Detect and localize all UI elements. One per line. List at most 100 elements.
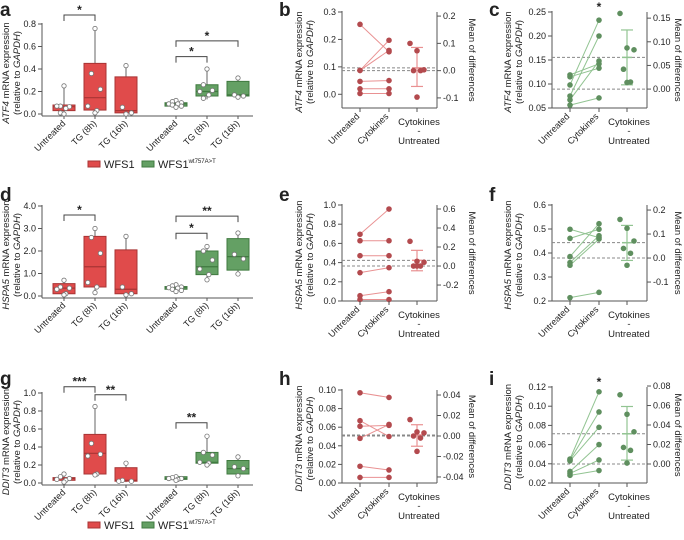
difference-point bbox=[407, 40, 413, 47]
data-point bbox=[235, 271, 241, 277]
difference-point bbox=[421, 430, 427, 436]
y-tick-label: 0.15 bbox=[528, 55, 546, 65]
cytokines-point bbox=[596, 17, 602, 23]
y-tick-label: 0.02 bbox=[528, 478, 546, 488]
y-tick-label: 0.0 bbox=[23, 109, 36, 119]
untreated-point bbox=[567, 93, 573, 99]
x-tick-label: TG (16h) bbox=[97, 487, 130, 520]
data-point bbox=[61, 479, 67, 485]
cytokines-point bbox=[596, 95, 602, 101]
y-tick-label: 0.6 bbox=[23, 424, 36, 434]
x-tick-label: Cytokines bbox=[608, 117, 650, 128]
reference-gene: GAPDH bbox=[305, 400, 316, 434]
x-tick-label: Cytokines bbox=[355, 111, 390, 146]
gene-name: DDIT3 bbox=[294, 463, 305, 491]
x-tick-label: TG (8h) bbox=[181, 487, 210, 516]
right-axis-label: Mean of differences bbox=[672, 18, 683, 102]
difference-point bbox=[417, 67, 424, 74]
y-tick-label: 2.0 bbox=[23, 246, 36, 256]
untreated-point bbox=[567, 82, 573, 88]
significance-bracket bbox=[175, 215, 239, 223]
untreated-point bbox=[567, 253, 573, 260]
y-tick-label: 4.0 bbox=[23, 201, 36, 211]
data-point bbox=[123, 460, 129, 466]
significance-stars: * bbox=[77, 203, 82, 217]
legend-text: WFS1 bbox=[158, 159, 189, 171]
x-tick-label: - bbox=[417, 126, 420, 137]
data-point bbox=[169, 286, 175, 292]
difference-point bbox=[414, 429, 420, 435]
panel-letter: c bbox=[489, 0, 500, 21]
paired-line bbox=[569, 459, 600, 474]
right-y-tick-label: 0.00 bbox=[653, 459, 671, 469]
cytokines-point bbox=[386, 467, 392, 473]
data-point bbox=[173, 288, 179, 295]
y-tick-label: 0.4 bbox=[23, 64, 36, 74]
reference-gene: GAPDH bbox=[305, 23, 316, 57]
right-y-tick-label: -0.2 bbox=[443, 280, 459, 290]
cytokines-point bbox=[386, 252, 392, 259]
label-text: (relative to bbox=[514, 432, 525, 479]
box bbox=[114, 467, 138, 482]
data-point bbox=[204, 277, 210, 283]
right-y-tick-label: 0.02 bbox=[443, 411, 461, 421]
y-tick-label: 1.0 bbox=[323, 200, 336, 210]
right-y-tick-label: 0.02 bbox=[653, 440, 671, 450]
data-point bbox=[240, 93, 246, 99]
data-point bbox=[54, 286, 60, 292]
significance-bracket bbox=[175, 422, 208, 429]
difference-point bbox=[631, 238, 637, 244]
data-point bbox=[85, 453, 91, 459]
data-point bbox=[54, 103, 60, 109]
y-tick-label: 0.6 bbox=[323, 238, 336, 248]
untreated-point bbox=[357, 237, 363, 244]
untreated-point bbox=[357, 21, 363, 28]
significance-stars: * bbox=[205, 29, 210, 43]
y-axis-label-line2: (relative to GAPDH) bbox=[514, 213, 525, 297]
x-tick-label: Untreated bbox=[398, 511, 440, 522]
y-tick-label: 0.08 bbox=[318, 404, 336, 414]
y-axis-label-line1: ATF4 mRNA expression bbox=[503, 11, 514, 113]
data-point bbox=[92, 225, 98, 232]
cytokines-point bbox=[596, 65, 602, 71]
y-tick-label: 0.10 bbox=[528, 401, 546, 411]
box bbox=[114, 249, 138, 295]
paired-line bbox=[359, 392, 390, 398]
cytokines-point bbox=[596, 226, 602, 233]
y-tick-label: 3.0 bbox=[23, 224, 36, 234]
paired-line bbox=[569, 444, 600, 472]
data-point bbox=[200, 248, 206, 254]
untreated-point bbox=[357, 417, 363, 424]
right-y-tick-label: 0.1 bbox=[443, 38, 456, 48]
y-tick-label: 0.2 bbox=[23, 460, 36, 470]
difference-point bbox=[631, 47, 637, 53]
paired-line bbox=[569, 411, 600, 461]
data-point bbox=[235, 473, 241, 479]
paired-line bbox=[359, 208, 390, 235]
y-tick-label: 0.08 bbox=[528, 420, 546, 430]
right-y-tick-label: 0.2 bbox=[443, 242, 456, 252]
right-axis-label: Mean of differences bbox=[466, 211, 477, 295]
label-text: ) bbox=[514, 395, 525, 398]
gene-name: ATF4 bbox=[294, 90, 305, 114]
difference-point bbox=[407, 238, 413, 245]
gene-name: HSPA5 bbox=[503, 278, 514, 309]
gene-name: DDIT3 bbox=[1, 467, 12, 495]
y-tick-label: 0.02 bbox=[318, 459, 336, 469]
y-tick-label: 0.2 bbox=[323, 34, 336, 44]
data-point bbox=[128, 110, 134, 116]
gene-name: ATF4 bbox=[1, 101, 12, 125]
legend-superscript: wt757A>T bbox=[188, 520, 217, 526]
label-text: mRNA expression bbox=[1, 389, 12, 468]
y-axis-label: DDIT3 mRNA expression (relative to GAPDH) bbox=[503, 384, 525, 490]
panel-letter: e bbox=[279, 185, 290, 206]
right-y-tick-label: 0.00 bbox=[653, 84, 671, 94]
paired-line bbox=[359, 49, 390, 71]
y-tick-label: 0.2 bbox=[23, 87, 36, 97]
y-axis-label-line2: (relative to GAPDH) bbox=[12, 400, 23, 484]
y-axis-label-line1: DDIT3 mRNA expression bbox=[294, 385, 305, 491]
box bbox=[226, 238, 250, 271]
data-point bbox=[128, 478, 134, 484]
y-tick-label: 0.05 bbox=[528, 103, 546, 113]
